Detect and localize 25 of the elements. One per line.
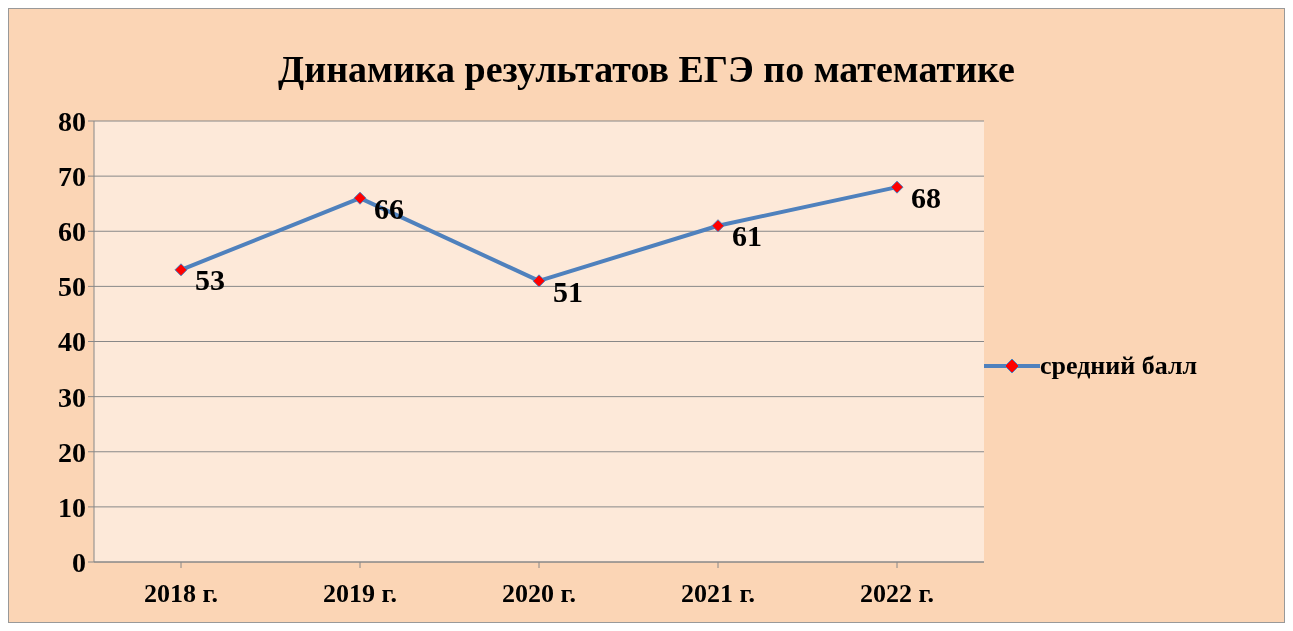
point bbox=[711, 219, 725, 233]
point bbox=[353, 191, 367, 205]
y-tick-label: 30 bbox=[58, 381, 86, 413]
y-tick-label: 10 bbox=[58, 491, 86, 523]
point bbox=[532, 274, 546, 288]
x-tick-label: 2021 г. bbox=[681, 579, 755, 609]
y-tick-label: 80 bbox=[58, 105, 86, 137]
y-tick-label: 60 bbox=[58, 216, 86, 248]
y-tick-label: 50 bbox=[58, 271, 86, 303]
x-tick-label: 2018 г. bbox=[144, 579, 218, 609]
point bbox=[890, 180, 904, 194]
data-label: 53 bbox=[195, 263, 225, 297]
x-tick-label: 2020 г. bbox=[502, 579, 576, 609]
chart-title: Динамика результатов ЕГЭ по математике bbox=[278, 48, 1015, 90]
y-tick-label: 20 bbox=[58, 436, 86, 468]
x-tick-label: 2022 г. bbox=[860, 579, 934, 609]
y-tick-label: 70 bbox=[58, 161, 86, 193]
y-tick-label: 0 bbox=[72, 546, 86, 578]
point bbox=[174, 263, 188, 277]
legend-label: средний балл bbox=[1040, 350, 1198, 381]
data-label: 68 bbox=[911, 180, 941, 214]
data-label: 51 bbox=[553, 274, 583, 308]
data-label: 61 bbox=[732, 219, 762, 253]
x-tick-label: 2019 г. bbox=[323, 579, 397, 609]
y-tick-label: 40 bbox=[58, 326, 86, 358]
